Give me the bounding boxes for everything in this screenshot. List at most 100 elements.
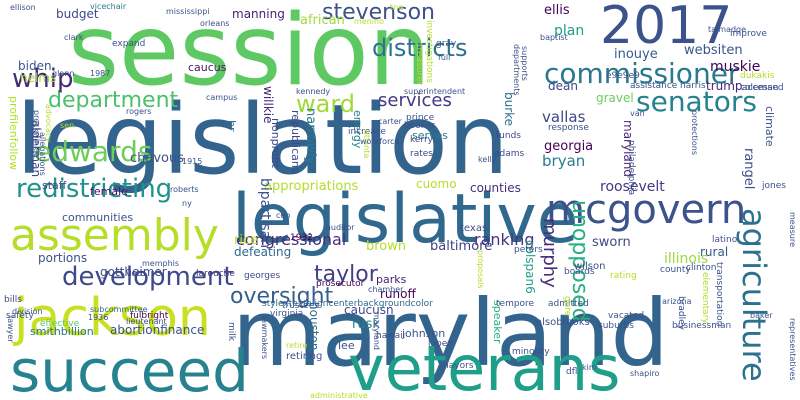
cloud-word: runoff <box>380 287 416 301</box>
cloud-word: proposals <box>476 250 485 289</box>
cloud-word: department <box>48 88 179 113</box>
cloud-word: division <box>12 307 43 316</box>
cloud-word: plan <box>554 23 585 39</box>
cloud-word: full <box>438 53 451 62</box>
cloud-word: jackson <box>14 288 211 348</box>
cloud-word: businessman <box>672 321 732 331</box>
cloud-word: effective <box>40 319 80 329</box>
cloud-word: response <box>548 123 589 133</box>
cloud-word: clinton <box>686 263 717 273</box>
cloud-word: georges <box>244 271 281 281</box>
cloud-word: retire <box>286 341 308 350</box>
cloud-word: counties <box>470 181 521 195</box>
cloud-word: assistance <box>630 81 678 91</box>
cloud-word: budget <box>56 7 99 21</box>
cloud-word: nonprofit <box>269 118 282 168</box>
cloud-word: bradley <box>676 296 686 331</box>
cloud-word: ellis <box>544 3 570 18</box>
cloud-word: sworn <box>592 235 631 250</box>
cloud-word: oversight <box>230 284 334 309</box>
cloud-word: narrowly <box>303 108 318 165</box>
cloud-word: houston <box>307 302 321 351</box>
cloud-word: vallas <box>542 108 586 126</box>
cloud-word: advocacy <box>44 104 53 143</box>
cloud-word: maryland <box>372 312 381 350</box>
cloud-word: carter <box>378 117 402 126</box>
cloud-word: energy <box>351 110 364 149</box>
cloud-word: expand <box>112 39 146 49</box>
cloud-word: ny <box>182 199 192 208</box>
cloud-word: republicans <box>289 110 302 174</box>
cloud-word: chavous <box>130 151 185 166</box>
cloud-word: accessed <box>742 83 784 93</box>
cloud-word: whip <box>12 64 74 94</box>
cloud-word: suburbs <box>598 321 634 331</box>
cloud-word: unopposed <box>567 200 592 322</box>
cloud-word: peters <box>514 245 543 255</box>
cloud-word: ranking <box>474 230 535 249</box>
cloud-word: ellison <box>10 3 36 12</box>
cloud-word: abortionfinance <box>110 323 205 337</box>
cloud-word: colspan6 <box>523 240 537 294</box>
cloud-word: 1915 <box>182 157 203 166</box>
cloud-word: portions <box>38 251 88 265</box>
cloud-word: campus <box>206 93 238 102</box>
cloud-word: prince <box>406 113 435 123</box>
cloud-word: virginia <box>270 309 304 319</box>
cloud-word: lopez <box>428 339 452 349</box>
cloud-word: gore <box>562 296 572 317</box>
cloud-word: menino <box>354 17 384 26</box>
cloud-word: roberts <box>170 185 199 194</box>
cloud-word: fulbright <box>130 311 169 321</box>
cloud-word: larouche <box>196 269 235 279</box>
cloud-word: services <box>378 90 452 111</box>
cloud-word: alderman <box>29 120 43 178</box>
cloud-word: serves <box>412 129 449 142</box>
cloud-word: dfl <box>566 367 578 377</box>
cloud-word: burke <box>502 92 516 127</box>
cloud-word: subcommittee <box>90 305 148 314</box>
cloud-word: vacated <box>608 311 645 321</box>
cloud-word: murphy <box>539 218 560 288</box>
cloud-word: staff <box>42 179 67 192</box>
cloud-word: dukakis <box>740 71 775 81</box>
cloud-word: appropriations <box>264 179 359 194</box>
cloud-word: redistricting <box>16 174 173 204</box>
cloud-word: kerry <box>410 135 433 145</box>
cloud-word: lawmakers <box>260 316 269 360</box>
cloud-word: philadelphia <box>626 140 636 196</box>
cloud-word: sen <box>60 121 75 130</box>
cloud-word: gottheimer <box>100 265 167 279</box>
cloud-word: 2017 <box>600 0 733 56</box>
cloud-word: manning <box>232 7 285 21</box>
cloud-word: retiring <box>286 351 323 362</box>
cloud-word: hawaii <box>376 331 406 341</box>
cloud-word: admitted <box>548 299 589 309</box>
cloud-word: defeating <box>234 245 292 259</box>
cloud-word: mississippi <box>166 7 210 16</box>
cloud-word: trustees <box>282 301 319 311</box>
cloud-word: websiten <box>684 43 743 58</box>
cloud-word: veto <box>126 269 146 279</box>
cloud-word: biden <box>18 59 52 73</box>
cloud-word: adams <box>494 149 525 159</box>
cloud-word: mcgovern <box>546 187 747 233</box>
cloud-word: protections <box>690 110 699 156</box>
cloud-word: caucusn <box>344 303 394 317</box>
cloud-word: preckwinkle <box>32 110 41 158</box>
cloud-word: alsobrooks <box>536 317 590 328</box>
cloud-word: transportation <box>714 262 724 327</box>
cloud-word: lee <box>338 339 355 352</box>
cloud-word: mayors <box>440 361 474 371</box>
cloud-word: agriculture <box>735 208 773 382</box>
cloud-word: elementary <box>700 272 710 324</box>
cloud-word: allegations <box>38 132 47 176</box>
cloud-word: muskie <box>710 59 761 75</box>
cloud-word: administrative <box>310 391 368 400</box>
cloud-word: veterans <box>348 332 621 400</box>
cloud-word: 1987 <box>90 69 111 78</box>
cloud-word: rangel <box>741 148 756 190</box>
cloud-word: edwards <box>34 135 153 168</box>
cloud-word: lieutenant <box>126 317 167 326</box>
cloud-word: rural <box>700 245 729 259</box>
